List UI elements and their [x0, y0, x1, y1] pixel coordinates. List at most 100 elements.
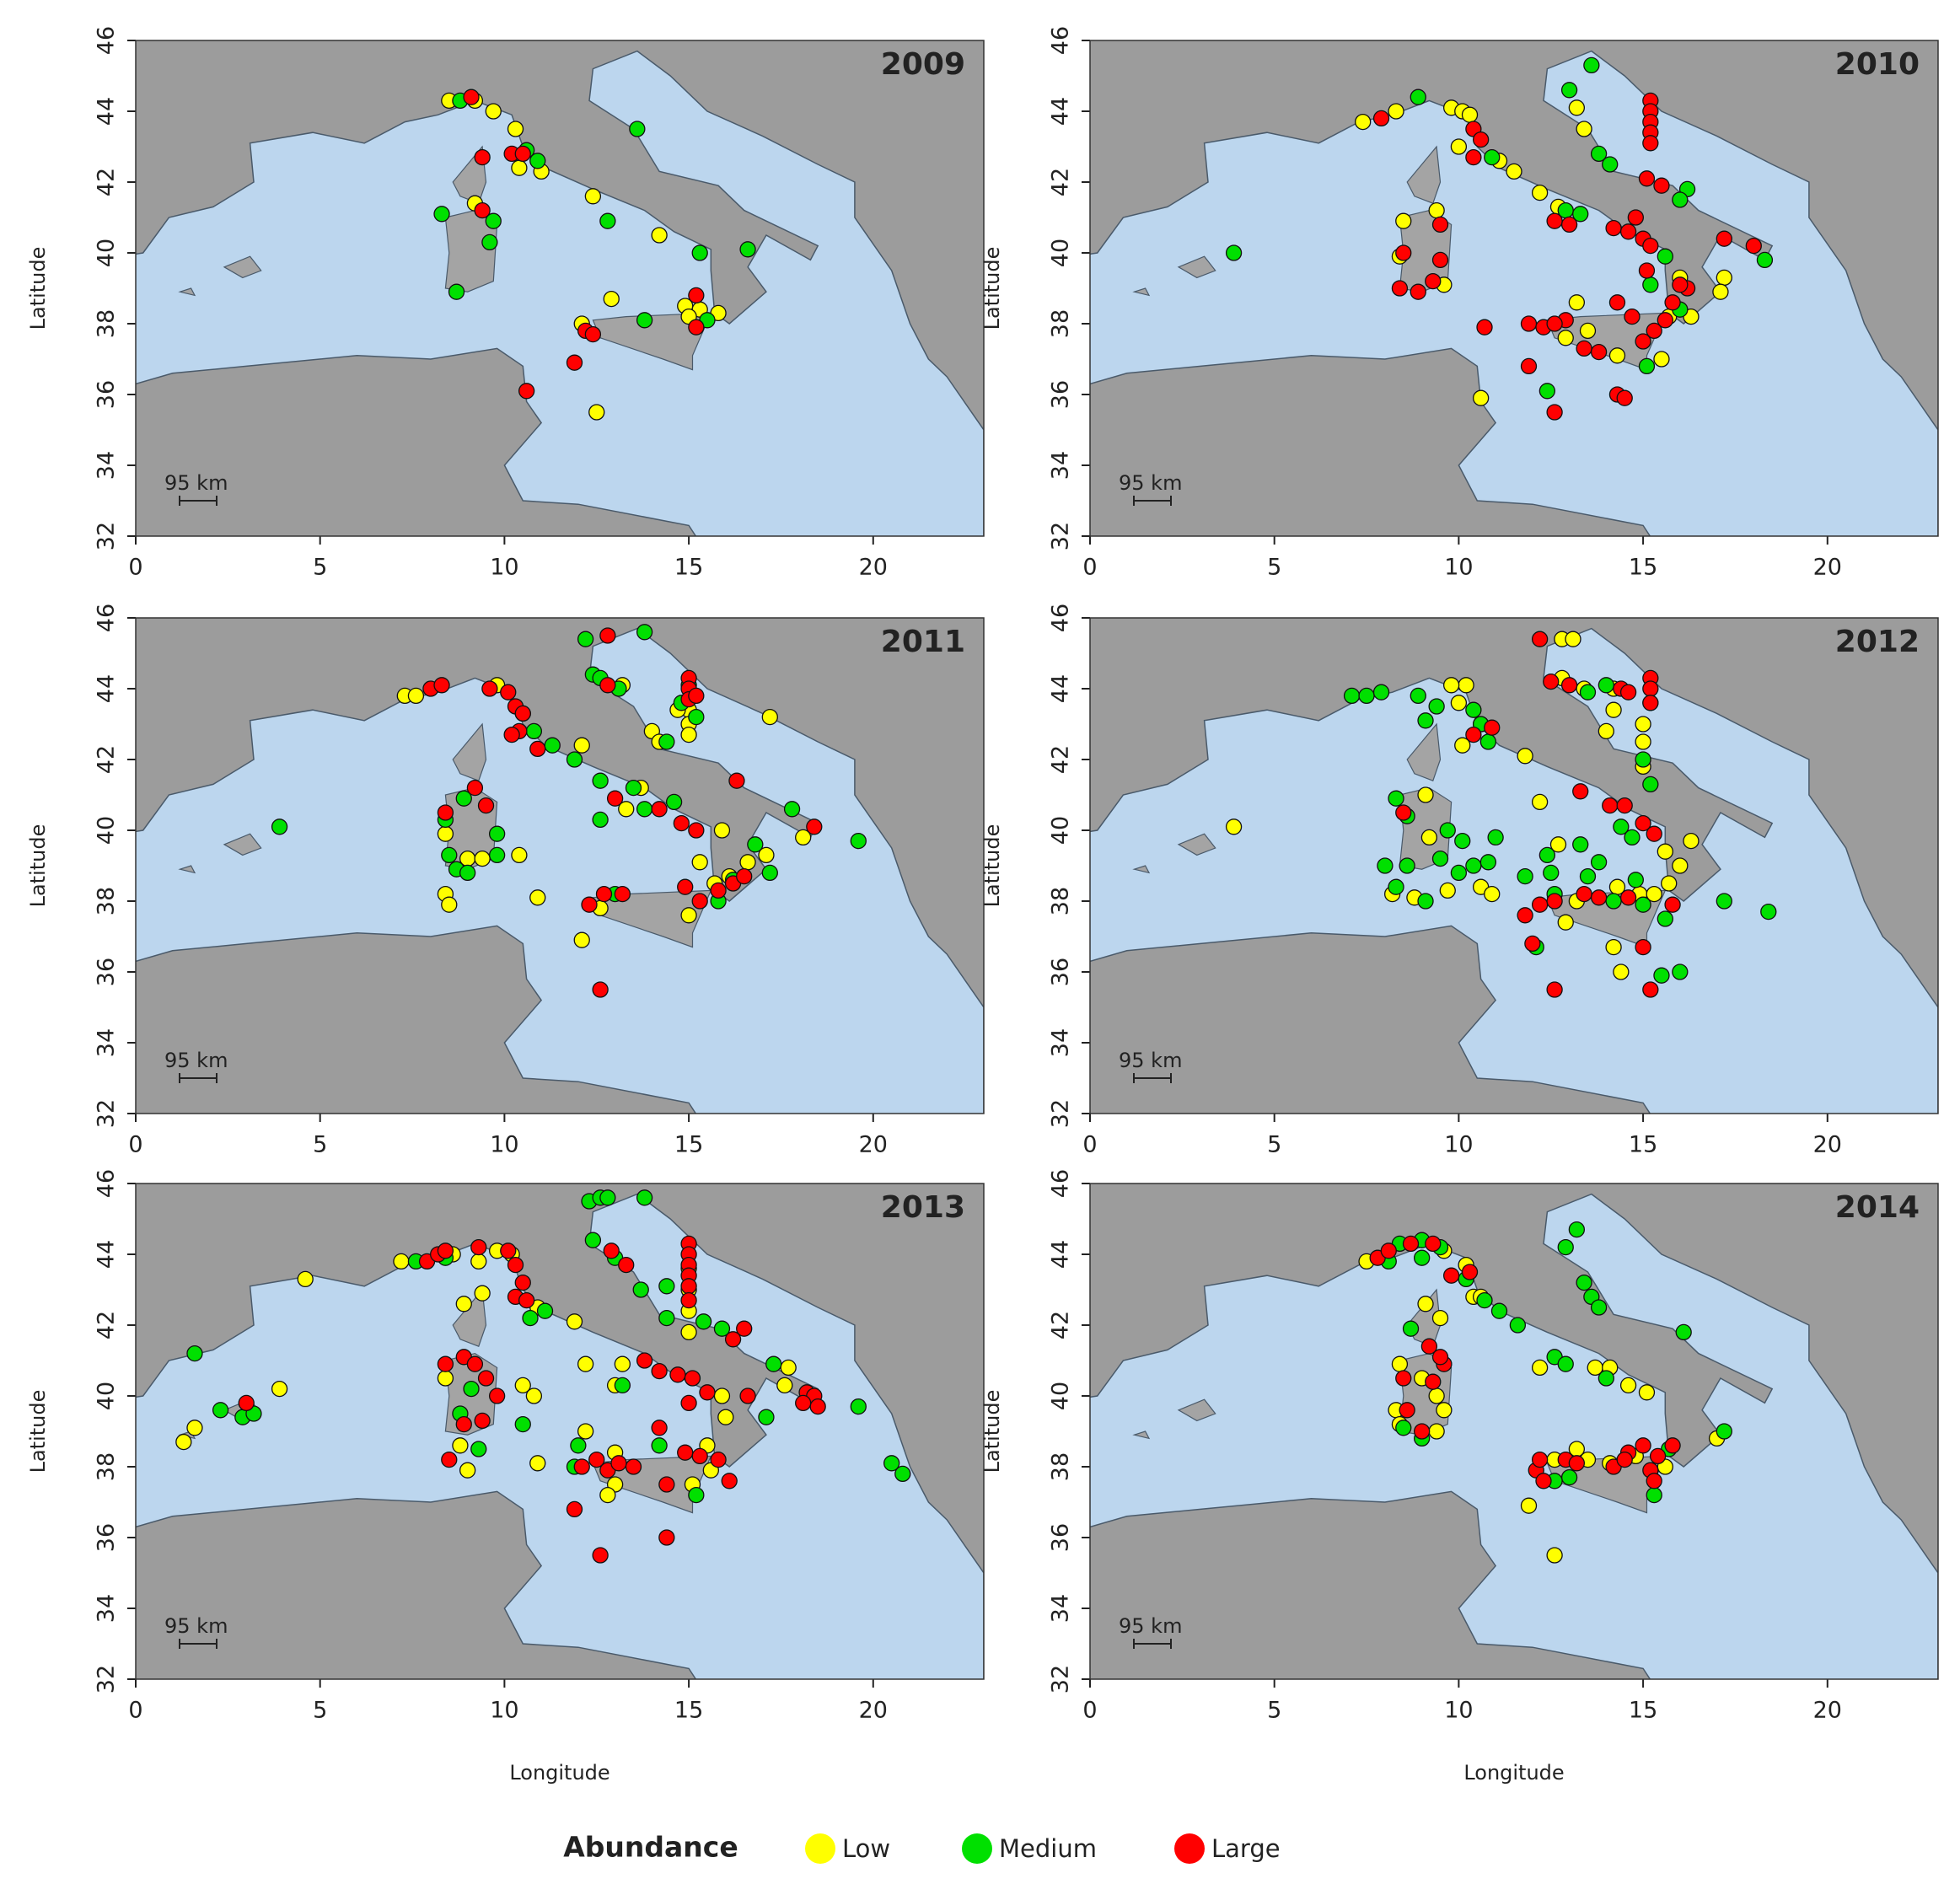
- point: [614, 1377, 631, 1394]
- x-tick-label: 20: [859, 555, 888, 581]
- point: [1388, 103, 1404, 120]
- y-tick-label: 44: [1048, 674, 1074, 703]
- legend-swatch: [962, 1833, 992, 1864]
- x-tick-label: 5: [313, 1698, 327, 1724]
- point: [1395, 1420, 1412, 1436]
- point: [1479, 854, 1497, 871]
- point: [1605, 893, 1622, 910]
- point: [466, 779, 484, 797]
- point: [507, 1256, 524, 1274]
- y-tick-label: 42: [1048, 1311, 1074, 1339]
- point: [1646, 322, 1662, 340]
- point: [1520, 315, 1538, 332]
- point: [592, 772, 609, 789]
- point: [1372, 684, 1390, 700]
- point: [717, 1409, 734, 1425]
- point: [691, 244, 708, 261]
- point: [488, 1388, 506, 1404]
- x-tick-label: 0: [128, 1698, 142, 1724]
- point: [433, 206, 450, 223]
- y-tick-label: 36: [1048, 1523, 1074, 1552]
- legend-label: Medium: [999, 1834, 1097, 1863]
- point: [1560, 216, 1578, 233]
- point: [1576, 1274, 1592, 1291]
- point: [1546, 404, 1563, 421]
- point: [1608, 294, 1626, 311]
- point: [783, 801, 801, 818]
- point: [699, 1384, 716, 1401]
- point: [1683, 832, 1700, 850]
- point: [271, 819, 288, 835]
- point: [1756, 251, 1774, 269]
- y-tick-label: 38: [1048, 1452, 1074, 1481]
- point: [1572, 206, 1589, 223]
- scale-label: 95 km: [1119, 471, 1182, 495]
- point: [610, 1455, 627, 1472]
- legend-label: Low: [842, 1834, 890, 1863]
- point-group: [463, 89, 705, 400]
- point: [1560, 677, 1578, 694]
- map-panel: 0 5 10 15 20 32 34 36 38 40 42 44 46 Latitude 2012 95 k…: [980, 604, 1939, 1158]
- x-tick-label: 15: [1629, 1698, 1657, 1724]
- point: [463, 89, 480, 105]
- point: [500, 1243, 517, 1259]
- point: [1635, 814, 1651, 832]
- island: [1132, 1430, 1151, 1440]
- point: [1388, 878, 1404, 895]
- x-tick-label: 10: [490, 1698, 518, 1724]
- legend-label: Large: [1211, 1834, 1281, 1863]
- point: [1439, 882, 1456, 899]
- point: [691, 854, 708, 871]
- point: [441, 1451, 458, 1468]
- y-axis-label: Latitude: [26, 1390, 50, 1473]
- point: [603, 1243, 620, 1259]
- point: [1638, 262, 1656, 279]
- point: [680, 1278, 697, 1295]
- point: [1576, 885, 1592, 903]
- point: [1543, 864, 1560, 882]
- frame: [135, 40, 985, 537]
- y-axis-label: Latitude: [980, 247, 1004, 330]
- point: [1568, 99, 1586, 116]
- x-axis-label: Longitude: [509, 1761, 609, 1785]
- x-tick-label: 10: [1444, 555, 1473, 581]
- point: [1538, 846, 1556, 864]
- x-tick-label: 10: [490, 1132, 518, 1158]
- point: [1568, 1455, 1586, 1472]
- x-tick-label: 5: [313, 555, 327, 581]
- point: [474, 148, 491, 166]
- scale-bar: [1133, 1639, 1172, 1649]
- x-tick-label: 15: [1629, 555, 1657, 581]
- y-tick-label: 38: [1048, 887, 1074, 915]
- panel-title: 2011: [881, 625, 965, 659]
- island: [452, 722, 487, 781]
- point: [1619, 223, 1637, 240]
- point: [1619, 889, 1637, 906]
- point: [1461, 1264, 1479, 1280]
- point: [1506, 163, 1522, 180]
- point: [592, 811, 609, 829]
- point: [728, 772, 745, 789]
- scale-bar: [179, 496, 217, 506]
- point: [1391, 1355, 1409, 1372]
- point: [481, 680, 498, 697]
- point: [599, 627, 616, 644]
- point: [522, 1309, 539, 1327]
- point: [1546, 893, 1563, 910]
- point: [1428, 1423, 1445, 1440]
- point: [1642, 695, 1659, 711]
- y-tick-label: 36: [94, 1523, 120, 1552]
- point: [1395, 1370, 1412, 1387]
- point: [437, 1370, 454, 1387]
- point: [1572, 783, 1589, 800]
- point: [1531, 793, 1549, 811]
- point: [1358, 687, 1375, 705]
- point-group: [1225, 56, 1774, 400]
- point: [629, 121, 646, 137]
- point: [1657, 248, 1673, 265]
- point: [1531, 184, 1549, 201]
- point: [669, 1366, 686, 1383]
- y-tick-label: 44: [94, 674, 120, 703]
- point: [747, 836, 764, 853]
- point: [1431, 850, 1449, 867]
